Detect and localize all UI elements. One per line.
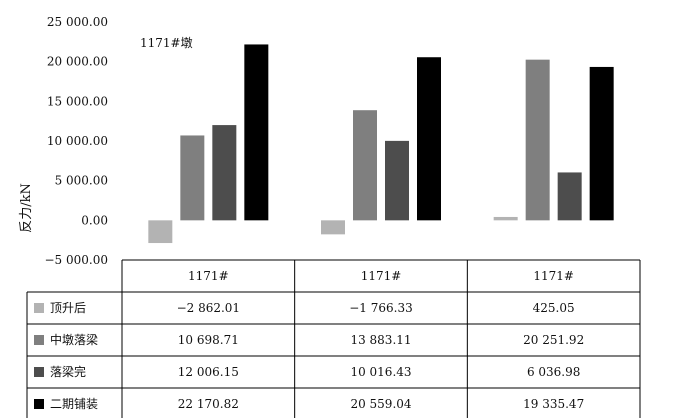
bar	[557, 172, 582, 221]
data-label: 19 335.47	[523, 397, 584, 411]
legend-entry: 顶升后	[50, 301, 86, 315]
legend-swatch	[34, 367, 44, 377]
data-label: 22 170.82	[178, 397, 239, 411]
y-tick-label: −5 000.00	[45, 253, 109, 267]
bar	[525, 59, 550, 221]
y-axis-label: 反力/kN	[19, 183, 34, 233]
bar	[589, 66, 614, 221]
bar	[353, 110, 377, 221]
legend-entry: 落梁完	[50, 364, 86, 379]
data-label: 12 006.15	[178, 365, 239, 379]
chart-annotation: 1171#墩	[140, 36, 193, 50]
y-tick-label: 20 000.00	[47, 55, 108, 69]
data-label: 10 016.43	[350, 365, 411, 379]
y-axis-ticks: 25 000.00 20 000.00 15 000.00 10 000.00 5 00…	[45, 15, 109, 267]
y-tick-label: 0.00	[81, 213, 108, 227]
bar	[493, 216, 518, 221]
data-label: −1 766.33	[349, 301, 413, 315]
bar	[180, 135, 205, 221]
data-label: −2 862.01	[177, 301, 241, 315]
data-label: 10 698.71	[178, 333, 239, 347]
bars	[148, 44, 614, 244]
legend-entry: 中墩落梁	[50, 332, 98, 347]
bar	[148, 220, 173, 244]
data-label: 20 559.04	[350, 397, 411, 411]
data-label: 20 251.92	[523, 333, 584, 347]
legend-swatch	[34, 303, 44, 313]
data-label: 13 883.11	[350, 333, 411, 347]
data-table: 1171# 1171# 1171# 顶升后 −2 862.01 −1 766.33 425.…	[26, 259, 641, 418]
legend-swatch	[34, 335, 44, 345]
y-tick-label: 10 000.00	[47, 134, 108, 148]
x-category-label: 1171#	[188, 269, 229, 283]
data-label: 425.05	[533, 301, 575, 315]
bar	[244, 44, 269, 221]
bar	[212, 125, 237, 221]
bar	[385, 140, 409, 221]
bar	[321, 220, 345, 235]
bar	[417, 57, 441, 221]
y-tick-label: 5 000.00	[55, 174, 108, 188]
x-category-label: 1171#	[533, 269, 574, 283]
data-label: 6 036.98	[527, 365, 580, 379]
y-tick-label: 25 000.00	[47, 15, 108, 29]
y-tick-label: 15 000.00	[47, 94, 108, 108]
legend-entry: 二期铺装	[50, 397, 98, 411]
x-category-label: 1171#	[361, 269, 402, 283]
legend-swatch	[34, 399, 44, 409]
